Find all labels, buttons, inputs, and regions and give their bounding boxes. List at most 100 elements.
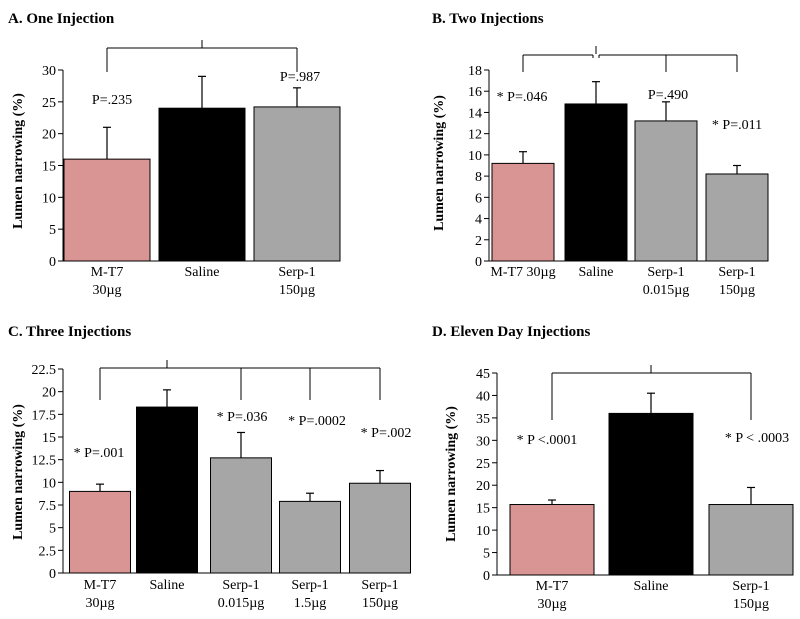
p-value-label: * P <.0001 [517, 433, 578, 448]
y-axis-label: Lumen narrowing (%) [444, 406, 459, 542]
category-label: Serp-1 [732, 579, 769, 594]
category-label: Serp-1 [278, 265, 315, 280]
y-tick-label: 17.5 [32, 408, 57, 423]
p-value-label: P=.235 [92, 93, 132, 108]
y-tick-label: 10 [468, 149, 482, 164]
y-tick-label: 7.5 [39, 499, 57, 514]
category-label: Serp-1 [291, 578, 328, 593]
panel-title: A. One Injection [8, 11, 115, 27]
bar [509, 504, 595, 576]
p-value-label: P=.987 [280, 70, 320, 85]
y-tick-label: 6 [475, 191, 482, 206]
panel-title: C. Three Injections [8, 324, 131, 340]
category-label: M-T7 [536, 579, 569, 594]
p-value-label: * P=.011 [712, 118, 762, 133]
category-label: Serp-1 [718, 265, 755, 280]
category-label: 30µg [85, 596, 114, 611]
category-label: 0.015µg [643, 283, 690, 298]
panel-title: B. Two Injections [432, 11, 544, 27]
bar [279, 500, 341, 574]
y-tick-label: 2 [475, 234, 482, 249]
y-tick-label: 4 [475, 213, 482, 228]
y-tick-label: 5 [49, 223, 56, 238]
y-tick-label: 8 [475, 170, 482, 185]
y-tick-label: 30 [42, 64, 56, 79]
category-label: Serp-1 [647, 265, 684, 280]
category-label: M-T7 [84, 578, 117, 593]
bar [158, 107, 246, 262]
category-label: Saline [634, 579, 669, 594]
p-value-label: * P=.046 [497, 90, 548, 105]
bar [634, 120, 698, 262]
p-value-label: * P < .0003 [725, 431, 789, 446]
y-tick-label: 40 [476, 389, 490, 404]
y-tick-label: 10 [476, 524, 490, 539]
y-tick-label: 12 [468, 128, 482, 143]
y-tick-label: 15 [42, 431, 56, 446]
y-tick-label: 15 [476, 502, 490, 517]
bar [69, 490, 131, 574]
bar [63, 158, 151, 262]
bar [708, 504, 794, 576]
y-tick-label: 45 [476, 367, 490, 382]
y-tick-label: 35 [476, 412, 490, 427]
p-value-label: P=.490 [648, 88, 688, 103]
y-axis-label: Lumen narrowing (%) [11, 404, 26, 540]
y-tick-label: 5 [49, 522, 56, 537]
y-tick-label: 15 [42, 160, 56, 175]
panel-d: D. Eleven Day Injections Lumen narrowing… [432, 324, 794, 612]
y-tick-label: 18 [468, 64, 482, 79]
y-tick-label: 0 [475, 255, 482, 270]
y-tick-label: 10 [42, 476, 56, 491]
panel-c: C. Three Injections Lumen narrowing (%) … [8, 324, 411, 611]
y-tick-label: 5 [483, 547, 490, 562]
category-label: 30µg [92, 283, 121, 298]
bar [349, 482, 411, 574]
y-tick-label: 20 [476, 479, 490, 494]
y-tick-label: 25 [42, 96, 56, 111]
category-label: 1.5µg [294, 596, 327, 611]
panel-b: B. Two Injections Lumen narrowing (%) 0 2… [432, 11, 769, 298]
panel-title: D. Eleven Day Injections [432, 324, 590, 340]
bar [136, 406, 198, 574]
y-tick-label: 22.5 [32, 363, 57, 378]
category-label: M-T7 [91, 265, 124, 280]
p-value-label: * P=.002 [361, 426, 412, 441]
category-label: 150µg [733, 597, 769, 612]
y-tick-label: 0 [49, 567, 56, 582]
y-tick-label: 30 [476, 434, 490, 449]
category-label: M-T7 30µg [490, 265, 555, 280]
bar [705, 173, 769, 262]
y-tick-label: 2.5 [39, 544, 57, 559]
y-tick-label: 14 [468, 106, 482, 121]
bar [253, 106, 341, 262]
bar [210, 457, 272, 574]
panel-a: A. One Injection Lumen narrowing (%) 0 5 1… [8, 11, 341, 298]
category-label: 150µg [719, 283, 755, 298]
y-tick-label: 0 [49, 255, 56, 270]
p-value-label: * P=.036 [217, 410, 268, 425]
y-axis-label: Lumen narrowing (%) [432, 95, 447, 231]
y-tick-label: 12.5 [32, 454, 57, 469]
p-value-label: * P=.0002 [288, 414, 346, 429]
y-tick-label: 16 [468, 85, 482, 100]
category-label: 150µg [279, 283, 315, 298]
category-label: Saline [150, 578, 185, 593]
category-label: 0.015µg [218, 596, 265, 611]
category-label: Serp-1 [361, 578, 398, 593]
category-label: Saline [185, 265, 220, 280]
category-label: Serp-1 [222, 578, 259, 593]
y-tick-label: 25 [476, 457, 490, 472]
y-tick-label: 10 [42, 191, 56, 206]
category-label: 150µg [362, 596, 398, 611]
bar [491, 162, 555, 262]
y-tick-label: 20 [42, 386, 56, 401]
y-tick-label: 20 [42, 128, 56, 143]
bar [564, 103, 628, 262]
bar [608, 412, 694, 576]
p-value-label: * P=.001 [74, 446, 125, 461]
y-tick-label: 0 [483, 569, 490, 584]
category-label: Saline [579, 265, 614, 280]
category-label: 30µg [537, 597, 566, 612]
